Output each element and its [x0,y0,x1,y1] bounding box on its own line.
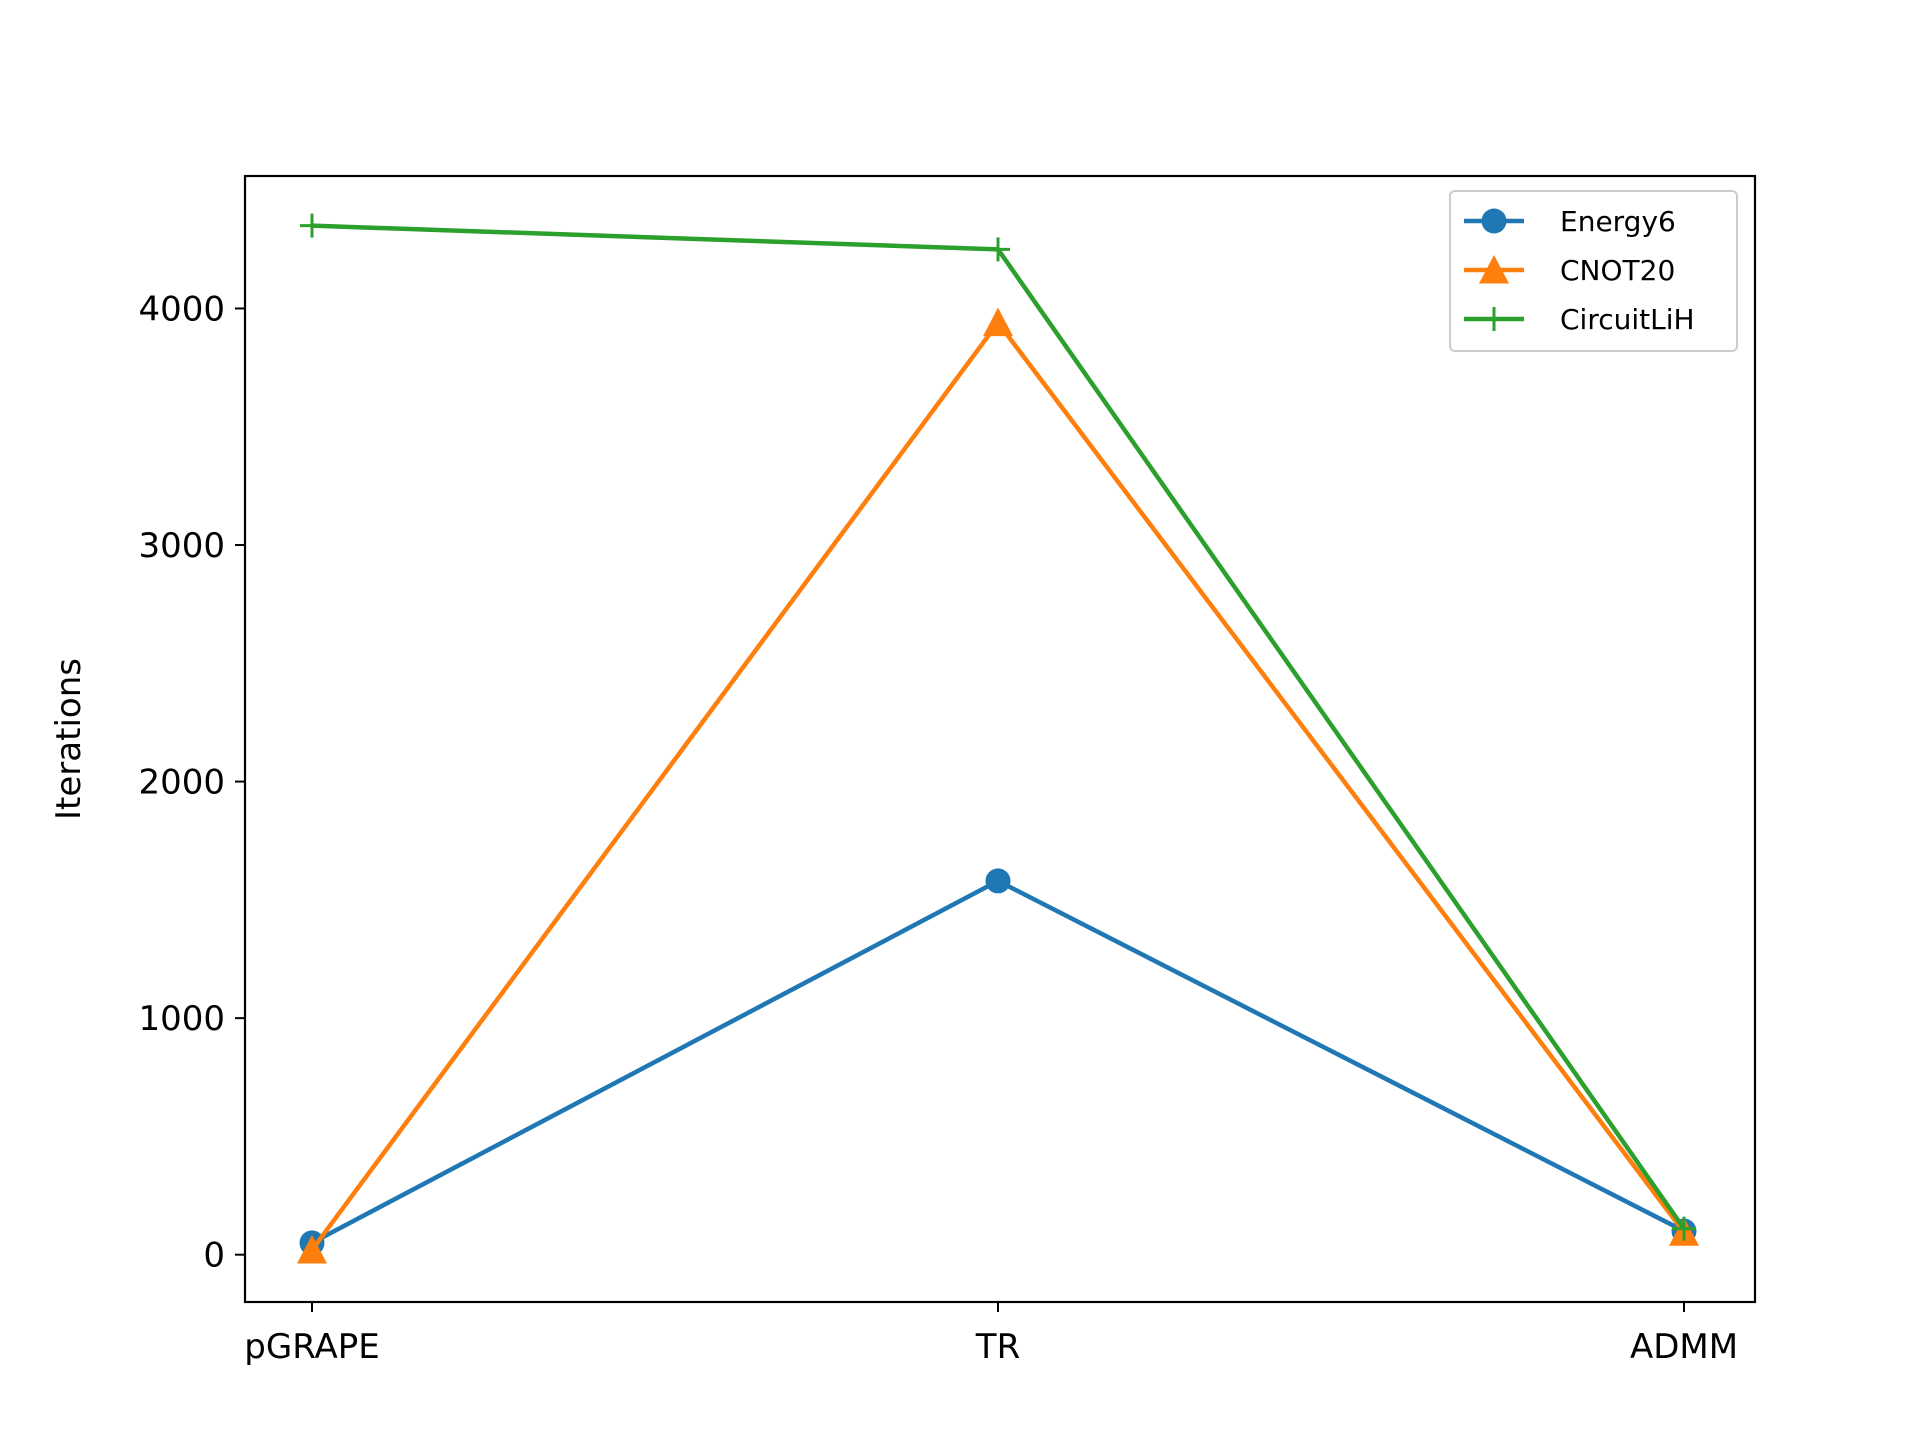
legend-label-CircuitLiH: CircuitLiH [1560,303,1695,336]
plot-area [297,213,1699,1264]
legend-marker-Energy6 [1481,208,1507,234]
x-tick-label-pGRAPE: pGRAPE [244,1327,379,1367]
y-tick-label-4000: 4000 [138,289,225,329]
data-point-CircuitLiH-TR [986,237,1010,262]
data-point-Energy6-TR [985,868,1011,894]
axes-frame [243,174,1757,1304]
y-tick-label-2000: 2000 [138,763,225,803]
x-tick-label-TR: TR [975,1327,1020,1367]
legend-marker-CircuitLiH [1482,307,1506,331]
x-tick-label-ADMM: ADMM [1630,1327,1738,1367]
data-point-CNOT20-TR [983,307,1013,337]
y-tick-label-1000: 1000 [138,999,225,1039]
legend-label-Energy6: Energy6 [1560,205,1676,238]
legend-label-CNOT20: CNOT20 [1560,254,1675,287]
axes: 0 1000 2000 3000 4000 pGRAPE TR ADMM Iterations [49,174,1757,1367]
legend-box [1449,190,1738,352]
data-point-CircuitLiH-ADMM [1672,1216,1696,1241]
y-tick-label-3000: 3000 [138,526,225,566]
y-axis-label: Iterations [49,658,89,820]
data-point-CircuitLiH-pGRAPE [300,213,324,238]
legend: Energy6 CNOT20 CircuitLiH [1449,190,1738,352]
legend-marker-CNOT20 [1479,255,1509,284]
y-tick-label-0: 0 [203,1236,225,1276]
data-point-CNOT20-pGRAPE [297,1234,327,1264]
